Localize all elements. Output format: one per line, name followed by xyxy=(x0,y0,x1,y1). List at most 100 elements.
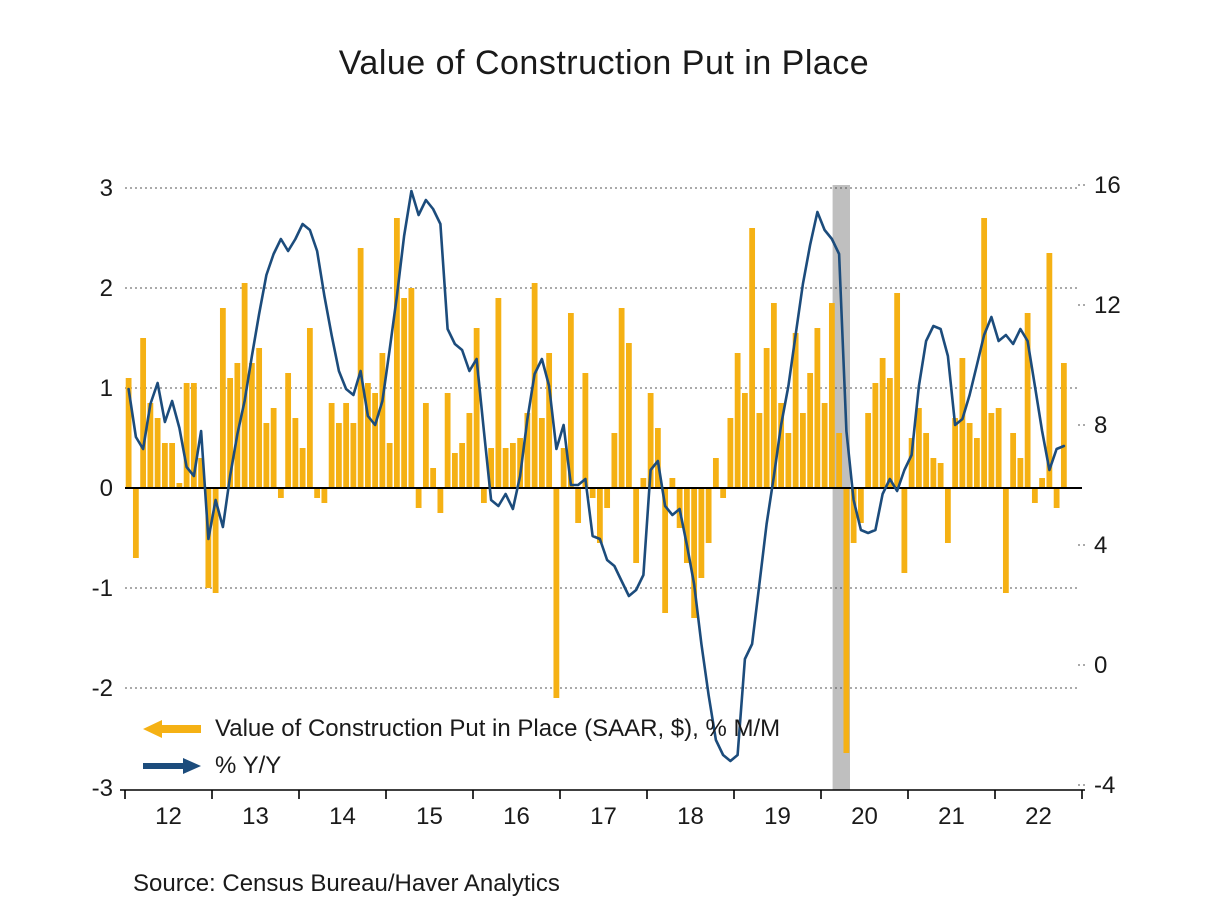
bar-point xyxy=(915,408,922,488)
bar-point xyxy=(190,383,197,488)
bar-point xyxy=(741,393,748,488)
bar-point xyxy=(785,433,792,488)
bar-point xyxy=(415,488,422,508)
bar-point xyxy=(850,488,857,543)
bar-point xyxy=(778,403,785,488)
bar-point xyxy=(169,443,176,488)
right-axis-label: -4 xyxy=(1094,772,1115,799)
bar-point xyxy=(575,488,582,523)
yy-line xyxy=(127,189,1066,763)
bar-point xyxy=(865,413,872,488)
bar-point xyxy=(1039,478,1046,488)
bar-point xyxy=(227,378,234,488)
bar-point xyxy=(981,218,988,488)
x-tick-label: 16 xyxy=(503,803,530,830)
bar-point xyxy=(459,443,466,488)
bar-point xyxy=(154,418,161,488)
bar-point xyxy=(241,283,248,488)
bar-point xyxy=(473,328,480,488)
x-tick-label: 20 xyxy=(851,803,878,830)
bar-point xyxy=(335,423,342,488)
bar-point xyxy=(198,458,205,488)
left-axis-label: 0 xyxy=(100,475,113,502)
bar-point xyxy=(930,458,937,488)
bar-point xyxy=(683,488,690,563)
bar-point xyxy=(553,488,560,698)
bar-point xyxy=(132,488,139,558)
bar-point xyxy=(546,353,553,488)
source-attribution: Source: Census Bureau/Haver Analytics xyxy=(133,870,560,897)
bar-point xyxy=(263,423,270,488)
bar-point xyxy=(944,488,951,543)
bar-point xyxy=(712,458,719,488)
bar-point xyxy=(451,453,458,488)
bar-point xyxy=(886,378,893,488)
bar-point xyxy=(161,443,168,488)
bar-point xyxy=(814,328,821,488)
bar-point xyxy=(430,468,437,488)
bar-point xyxy=(988,413,995,488)
bar-point xyxy=(633,488,640,563)
bar-point xyxy=(517,438,524,488)
bar-point xyxy=(466,413,473,488)
left-axis-label: 1 xyxy=(100,375,113,402)
right-axis-label: 4 xyxy=(1094,532,1107,559)
bar-point xyxy=(219,308,226,488)
bar-point xyxy=(923,433,930,488)
bar-point xyxy=(248,363,255,488)
bar-point xyxy=(538,418,545,488)
x-tick-label: 15 xyxy=(416,803,443,830)
bar-point xyxy=(183,383,190,488)
bar-point xyxy=(604,488,611,508)
x-tick-label: 12 xyxy=(155,803,182,830)
x-tick-label: 17 xyxy=(590,803,617,830)
bar-point xyxy=(828,303,835,488)
bar-point xyxy=(843,488,850,753)
bar-point xyxy=(857,488,864,523)
bar-point xyxy=(1024,313,1031,488)
bar-point xyxy=(256,348,263,488)
bar-point xyxy=(176,483,183,488)
bar-point xyxy=(691,488,698,618)
bar-point xyxy=(821,403,828,488)
bar-point xyxy=(625,343,632,488)
bar-point xyxy=(995,408,1002,488)
bar-point xyxy=(901,488,908,573)
bar-point xyxy=(618,308,625,488)
bar-point xyxy=(807,373,814,488)
bar-point xyxy=(524,413,531,488)
x-tick-label: 13 xyxy=(242,803,269,830)
bar-point xyxy=(502,448,509,488)
bar-point xyxy=(872,383,879,488)
yellow-arrow-left-icon xyxy=(143,719,201,738)
bar-point xyxy=(321,488,328,503)
bar-point xyxy=(654,428,661,488)
bar-point xyxy=(147,403,154,488)
bar-point xyxy=(1017,458,1024,488)
left-axis-label: -2 xyxy=(92,675,113,702)
bar-point xyxy=(567,313,574,488)
x-tick-label: 18 xyxy=(677,803,704,830)
x-tick-label: 19 xyxy=(764,803,791,830)
bar-point xyxy=(734,353,741,488)
bar-point xyxy=(357,248,364,488)
x-tick-label: 14 xyxy=(329,803,356,830)
bar-point xyxy=(973,438,980,488)
bar-point xyxy=(894,293,901,488)
bar-point xyxy=(640,478,647,488)
bar-point xyxy=(444,393,451,488)
bar-point xyxy=(212,488,219,593)
bar-point xyxy=(125,378,132,488)
bar-point xyxy=(966,423,973,488)
bar-point xyxy=(1010,433,1017,488)
bar-point xyxy=(698,488,705,578)
mm-bars xyxy=(125,218,1067,753)
chart-title: Value of Construction Put in Place xyxy=(338,44,870,82)
bar-point xyxy=(669,478,676,488)
bar-point xyxy=(647,393,654,488)
left-axis-label: -3 xyxy=(92,775,113,802)
bar-point xyxy=(720,488,727,498)
bar-point xyxy=(582,373,589,488)
right-axis-label: 12 xyxy=(1094,292,1121,319)
